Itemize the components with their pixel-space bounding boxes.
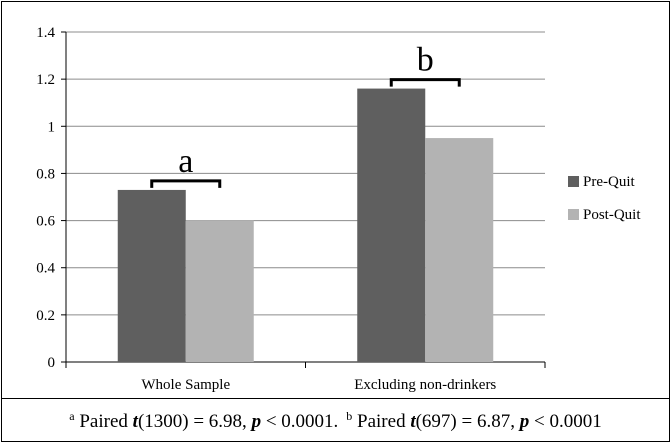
x-category-label: Excluding non-drinkers bbox=[354, 377, 496, 393]
significance-bracket bbox=[389, 78, 461, 87]
y-tick-label: 0.4 bbox=[36, 261, 55, 277]
y-tick-label: 1.4 bbox=[36, 25, 55, 41]
caption-part-b: b Paired t(697) = 6.87, p < 0.0001 bbox=[346, 408, 602, 432]
bar-post-quit-1 bbox=[425, 138, 494, 362]
caption-p-b: p bbox=[519, 410, 530, 432]
y-tick-label: 0.8 bbox=[36, 166, 55, 182]
caption-stat-b: t bbox=[410, 410, 416, 432]
legend: Pre-Quit Post-Quit bbox=[568, 174, 641, 223]
significance-bracket bbox=[150, 179, 222, 188]
annotations: ab bbox=[150, 42, 461, 188]
y-tick-label: 1 bbox=[48, 119, 56, 135]
x-category-label: Whole Sample bbox=[141, 377, 230, 393]
legend-swatch bbox=[568, 176, 579, 187]
caption-part-a: a Paired t(1300) = 6.98, p < 0.0001. bbox=[69, 408, 339, 432]
y-tick-label: 0.2 bbox=[36, 308, 55, 324]
figure-caption: a Paired t(1300) = 6.98, p < 0.0001. b P… bbox=[1, 398, 670, 442]
bar-pre-quit-1 bbox=[357, 88, 426, 363]
bars bbox=[117, 88, 494, 363]
y-tick-label: 0.6 bbox=[36, 214, 55, 230]
legend-label: Post-Quit bbox=[583, 207, 641, 223]
legend-swatch bbox=[568, 209, 579, 220]
bar-post-quit-0 bbox=[185, 220, 254, 362]
caption-stat-a: t bbox=[132, 410, 138, 432]
bar-chart: 0 0.2 0.4 0.6 0.8 1 1.2 1.4 Whole Sample Excludin… bbox=[36, 25, 641, 393]
legend-label: Pre-Quit bbox=[583, 174, 635, 190]
bar-pre-quit-0 bbox=[117, 189, 186, 362]
caption-p-a: p bbox=[251, 410, 262, 432]
y-tick-label: 1.2 bbox=[36, 72, 55, 88]
significance-letter: b bbox=[417, 42, 434, 79]
significance-letter: a bbox=[178, 143, 193, 180]
caption-marker-b: b bbox=[346, 408, 353, 423]
y-tick-label: 0 bbox=[48, 355, 56, 371]
caption-marker-a: a bbox=[69, 408, 75, 423]
